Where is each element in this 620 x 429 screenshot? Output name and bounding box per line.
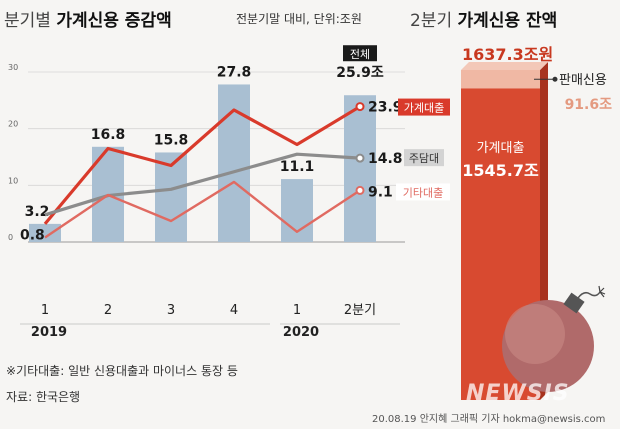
credit-line: 20.08.19 안지혜 그래픽 기자 hokma@newsis.com — [372, 414, 606, 425]
bomb-spark — [598, 285, 606, 298]
balance-title-main: 가계신용 잔액 — [457, 11, 558, 31]
bar-value-label-0: 3.2 — [25, 204, 50, 220]
year-label-2019: 2019 — [31, 325, 67, 340]
total-tag-box — [343, 45, 377, 62]
x-tick-label-4: 1 — [293, 303, 301, 318]
start-value-label: 0.8 — [20, 227, 45, 243]
x-tick-label-2: 3 — [167, 303, 175, 318]
balance-segment-sales — [461, 70, 540, 89]
series-end-value-2: 9.1 — [368, 184, 393, 200]
sales-credit-value: 91.6조 — [565, 97, 613, 113]
series-end-value-0: 23.9 — [368, 100, 403, 116]
balance-bar-top — [461, 62, 548, 70]
bomb-fuse — [577, 291, 601, 299]
bar-value-label-5: 25.9조 — [336, 65, 384, 81]
balance-title: 2분기 가계신용 잔액 — [410, 6, 557, 31]
series-tag-box-0 — [398, 98, 450, 116]
bar-total-0 — [29, 223, 61, 242]
bar-value-label-1: 16.8 — [91, 127, 126, 143]
series-tag-label-2: 기타대출 — [403, 186, 443, 199]
series-tag-box-1 — [404, 149, 444, 167]
bar-value-label-2: 15.8 — [154, 132, 189, 148]
series-end-point-1 — [355, 153, 365, 163]
y-tick-label: 20 — [8, 120, 18, 129]
bar-total-2 — [155, 152, 187, 242]
year-label-2020: 2020 — [283, 325, 319, 340]
series-end-value-1: 14.8 — [368, 151, 403, 167]
bar-total-5 — [344, 95, 376, 242]
bar-value-label-3: 27.8 — [217, 64, 252, 80]
total-tag-label: 전체 — [350, 48, 370, 61]
sales-credit-name: 판매신용 — [559, 73, 607, 88]
y-tick-label: 30 — [8, 63, 18, 72]
bar-total-3 — [218, 84, 250, 242]
y-tick-label: 0 — [8, 233, 13, 242]
series-line-0 — [43, 105, 361, 225]
balance-total-label: 1637.3조원 — [462, 45, 553, 64]
balance-title-quarter: 2분기 — [410, 11, 453, 31]
series-tag-label-0: 가계대출 — [404, 102, 444, 115]
series-tag-label-1: 주담대 — [409, 152, 439, 165]
series-line-2 — [44, 180, 361, 239]
chart-subtitle: 전분기말 대비, 단위:조원 — [236, 12, 362, 26]
x-tick-label-0: 1 — [41, 303, 49, 318]
y-tick-label: 10 — [8, 176, 18, 185]
x-tick-label-5: 2분기 — [344, 303, 376, 318]
sales-callout-dot — [552, 76, 558, 82]
x-tick-label-3: 4 — [230, 303, 238, 318]
series-line-1 — [44, 152, 361, 217]
title-change: 가계신용 증감액 — [56, 11, 172, 31]
series-tag-box-2 — [396, 183, 450, 201]
x-tick-label-1: 2 — [104, 303, 112, 318]
balance-loans-name: 가계대출 — [477, 141, 525, 156]
bomb-cap — [563, 292, 585, 314]
footnote: ※기타대출: 일반 신용대출과 마이너스 통장 등 — [6, 364, 238, 378]
chart-title: 분기별 가계신용 증감액 — [4, 6, 172, 31]
series-end-point-0 — [355, 102, 365, 112]
watermark-logo: NEWSIS — [466, 381, 570, 406]
bomb-highlight — [505, 304, 565, 364]
title-quarterly: 분기별 — [4, 11, 51, 31]
balance-loans-value: 1545.7조 — [462, 161, 539, 180]
source-note: 자료: 한국은행 — [6, 390, 81, 404]
series-end-point-2 — [355, 185, 365, 195]
bar-value-label-4: 11.1 — [280, 159, 315, 175]
